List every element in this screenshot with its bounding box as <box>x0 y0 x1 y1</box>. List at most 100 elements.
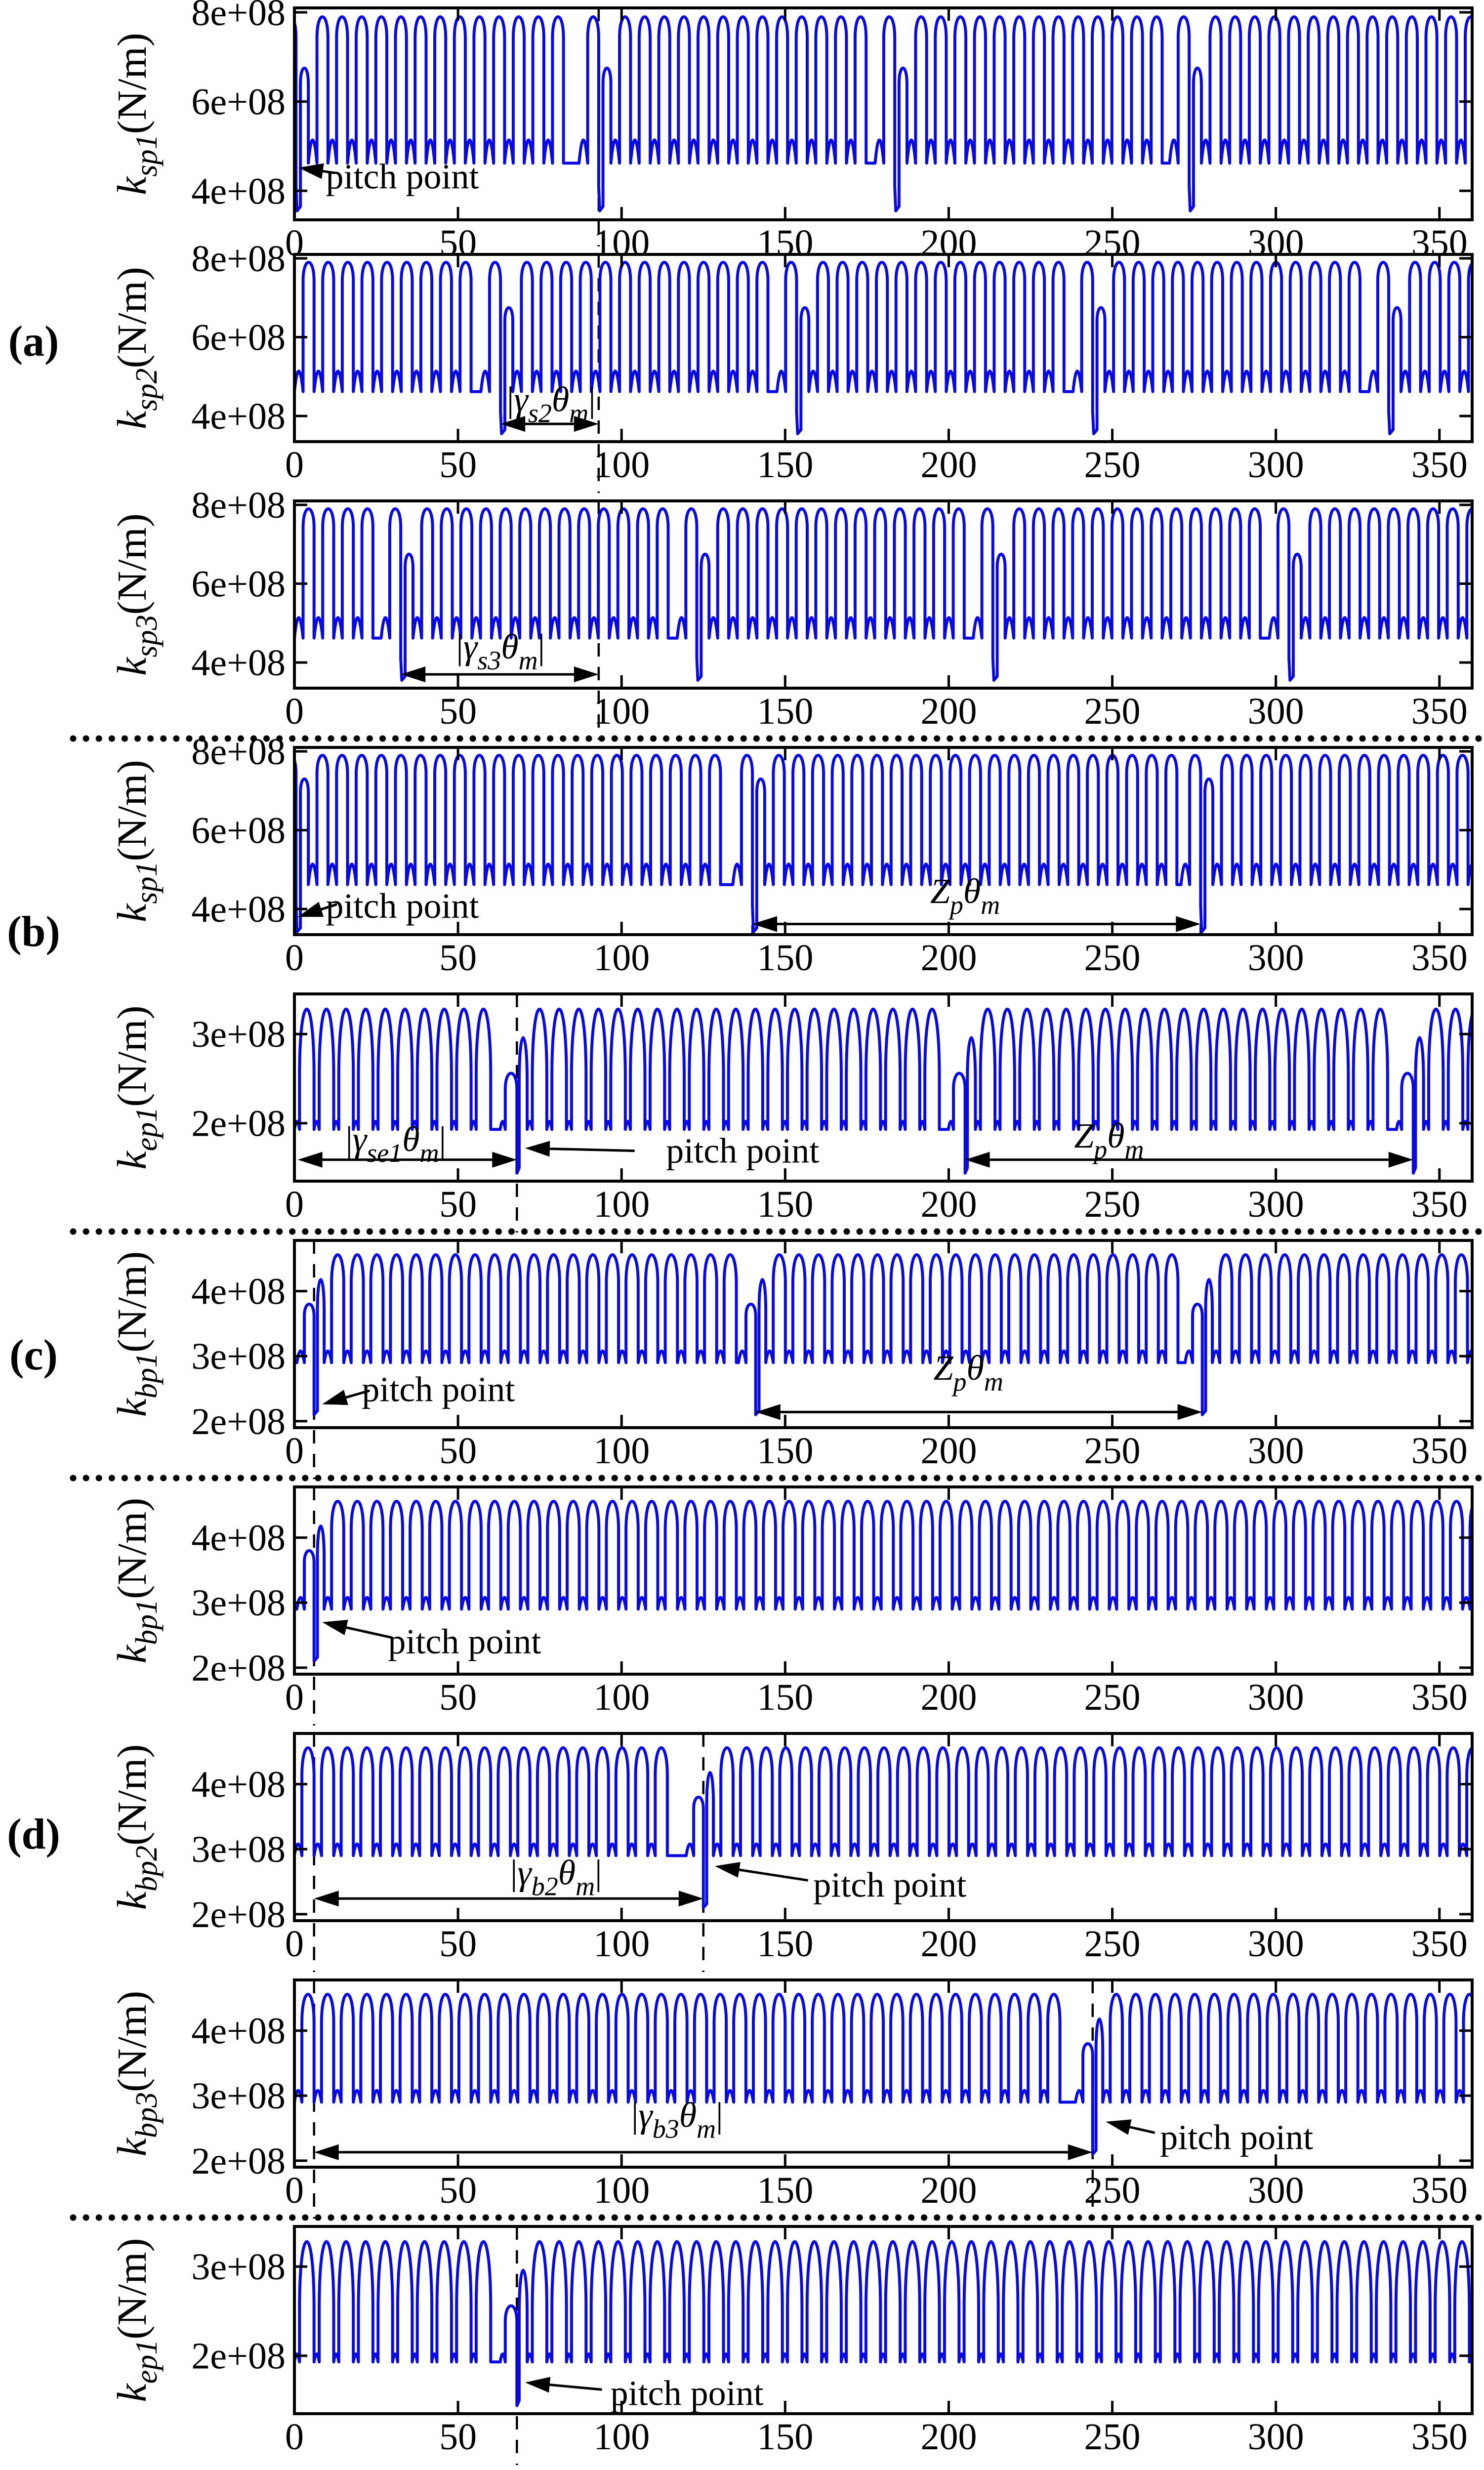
y-tick-label: 6e+08 <box>191 564 286 605</box>
stiffness-curve <box>293 1253 1473 1416</box>
y-tick-label: 4e+08 <box>191 1518 286 1559</box>
arrow-head <box>297 1152 323 1168</box>
y-tick-label: 3e+08 <box>191 1829 286 1870</box>
x-tick-label: 150 <box>757 691 813 732</box>
x-tick-label: 150 <box>757 2416 813 2458</box>
annotation-pitch-point-label: pitch point <box>611 2373 764 2413</box>
axes-box <box>293 1978 1474 2169</box>
x-tick-label: 300 <box>1248 1677 1304 1718</box>
y-axis-label: ksp2(N/m) <box>109 267 164 429</box>
arrow-head <box>574 666 599 683</box>
subplot-k_sp3: 4e+08 6e+08 8e+08 0 50 100 150 200 250 300 350 ksp3… <box>109 485 1474 740</box>
arrow-head <box>752 916 778 932</box>
subplot-k_ep1_e: 2e+08 3e+08 0 50 100 150 200 250 300 350 kep1(N/m)… <box>109 2225 1474 2465</box>
annotation-pitch-point-label: pitch point <box>326 886 479 926</box>
x-tick-label: 350 <box>1411 2416 1468 2458</box>
y-axis-label: kep1(N/m) <box>109 2238 164 2402</box>
arrow-head <box>1388 1152 1413 1168</box>
x-tick-label: 0 <box>285 937 304 979</box>
x-tick-label: 50 <box>439 2416 477 2458</box>
x-tick-label: 250 <box>1084 1923 1141 1965</box>
x-tick-label: 200 <box>920 1430 977 1472</box>
x-tick-label: 50 <box>439 2170 477 2211</box>
y-tick-label: 2e+08 <box>191 1647 286 1689</box>
section-label-a: (a) <box>8 318 59 366</box>
arrow-head <box>401 666 426 683</box>
arrow-head <box>1106 2119 1132 2135</box>
x-tick-label: 300 <box>1248 1923 1304 1965</box>
x-tick-label: 50 <box>439 1677 477 1718</box>
subplot-k_sp2: 4e+08 6e+08 8e+08 0 50 100 150 200 250 300 350 ksp2… <box>109 238 1474 493</box>
x-tick-label: 300 <box>1248 1430 1304 1472</box>
y-tick-label: 2e+08 <box>191 1894 286 1935</box>
y-tick-label: 2e+08 <box>191 1401 286 1442</box>
stiffness-curve <box>293 260 1473 435</box>
arrow-head <box>500 416 526 432</box>
x-tick-label: 250 <box>1084 444 1141 486</box>
x-tick-label: 250 <box>1084 937 1141 979</box>
x-tick-label: 150 <box>757 2170 813 2211</box>
axes-box <box>293 6 1474 221</box>
arrow-head <box>314 1891 339 1907</box>
section-label-d: (d) <box>7 1811 60 1858</box>
arrow-head <box>322 1619 348 1636</box>
x-tick-label: 250 <box>1084 1430 1141 1472</box>
x-tick-label: 0 <box>285 1184 304 1225</box>
x-tick-label: 250 <box>1084 1184 1141 1225</box>
arrow-head <box>298 163 324 179</box>
x-tick-label: 0 <box>285 2416 304 2458</box>
x-tick-label: 100 <box>593 937 650 979</box>
arrow-head <box>1177 1404 1202 1420</box>
axes-box <box>293 2225 1474 2415</box>
annotation-pitch-point-label: pitch point <box>388 1622 541 1661</box>
y-axis-label: kbp1(N/m) <box>109 1251 164 1417</box>
y-axis-label: ksp3(N/m) <box>109 513 164 676</box>
x-tick-label: 350 <box>1411 937 1468 979</box>
axes-box <box>293 992 1474 1183</box>
x-tick-label: 300 <box>1248 937 1304 979</box>
x-tick-label: 100 <box>593 444 650 486</box>
y-tick-label: 4e+08 <box>191 889 286 930</box>
subplot-k_bp3: 2e+08 3e+08 4e+08 0 50 100 150 200 250 300 350 kbp3… <box>109 1978 1474 2219</box>
x-tick-label: 200 <box>920 691 977 732</box>
arrow-head <box>678 1891 703 1907</box>
subplot-k_bp2: 2e+08 3e+08 4e+08 0 50 100 150 200 250 300 350 kbp2… <box>109 1732 1474 1972</box>
x-tick-label: 50 <box>439 937 477 979</box>
annotation-arrow-line <box>544 1147 635 1153</box>
x-tick-label: 200 <box>920 2170 977 2211</box>
axes-box <box>293 253 1474 443</box>
stiffness-curve <box>293 15 1473 212</box>
arrow-head <box>574 416 599 432</box>
subplot-k_ep1_b: 2e+08 3e+08 0 50 100 150 200 250 300 350 kep1(N/m)… <box>109 992 1474 1233</box>
x-tick-label: 200 <box>920 1184 977 1225</box>
axes-box <box>293 499 1474 690</box>
annotation-phase-label: |γb2θm| <box>510 1853 602 1901</box>
y-tick-label: 3e+08 <box>191 1582 286 1624</box>
y-axis-label: ksp1(N/m) <box>109 760 164 922</box>
x-tick-label: 350 <box>1411 2170 1468 2211</box>
stiffness-curve <box>293 1007 1473 1175</box>
x-tick-label: 200 <box>920 444 977 486</box>
arrow-head <box>314 2144 339 2160</box>
y-tick-label: 3e+08 <box>191 1336 286 1377</box>
x-tick-label: 100 <box>593 1430 650 1472</box>
x-tick-label: 350 <box>1411 1184 1468 1225</box>
y-axis-label: kbp1(N/m) <box>109 1498 164 1664</box>
x-tick-label: 200 <box>920 937 977 979</box>
x-tick-label: 150 <box>757 1923 813 1965</box>
annotation-pitch-point-label: pitch point <box>326 157 479 196</box>
y-tick-label: 8e+08 <box>191 485 286 526</box>
x-tick-label: 200 <box>920 2416 977 2458</box>
annotation-phase-label: |γse1θm| <box>345 1119 446 1168</box>
y-tick-label: 4e+08 <box>191 1764 286 1806</box>
axes-box <box>293 746 1474 936</box>
section-label-b: (b) <box>7 908 60 956</box>
arrow-head <box>297 902 324 917</box>
x-tick-label: 350 <box>1411 444 1468 486</box>
x-tick-label: 350 <box>1411 691 1468 732</box>
x-tick-label: 0 <box>285 1677 304 1718</box>
